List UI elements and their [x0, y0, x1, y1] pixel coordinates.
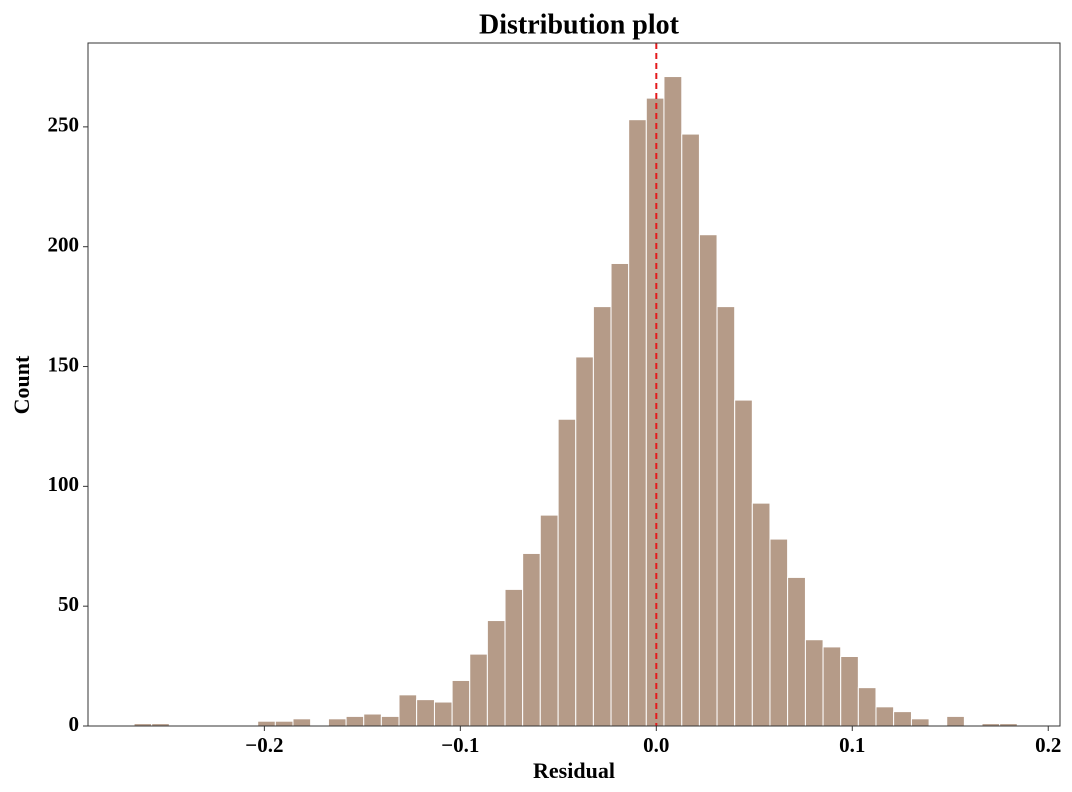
bar — [363, 713, 382, 727]
bar — [522, 552, 541, 727]
bar — [787, 576, 806, 727]
bar — [910, 718, 930, 727]
bar — [380, 715, 400, 727]
bar — [716, 306, 736, 727]
bar — [875, 706, 895, 727]
bar — [539, 514, 559, 727]
bar — [840, 656, 859, 727]
bar — [451, 679, 471, 727]
bar — [751, 502, 771, 727]
plot-frame — [87, 42, 1061, 727]
x-tick-label: −0.1 — [441, 733, 479, 757]
x-tick-label: −0.2 — [245, 733, 283, 757]
bar — [822, 646, 842, 727]
bar — [557, 418, 577, 727]
bar — [663, 76, 683, 727]
bar — [257, 720, 276, 727]
bar — [893, 711, 912, 727]
y-tick-label: 100 — [48, 472, 80, 496]
chart-title: Distribution plot — [479, 9, 680, 40]
bar — [734, 399, 753, 727]
bar — [645, 97, 665, 727]
bar — [292, 718, 312, 727]
bar — [345, 715, 365, 727]
bar — [698, 234, 718, 727]
x-axis-label: Residual — [533, 758, 615, 783]
x-tick-label: 0.2 — [1035, 733, 1061, 757]
bar — [610, 262, 630, 727]
bar — [946, 715, 965, 727]
bar — [804, 639, 824, 727]
bar — [469, 653, 488, 727]
y-tick-label: 150 — [48, 352, 80, 376]
y-tick-label: 200 — [48, 233, 80, 257]
bar — [575, 356, 594, 727]
bar — [416, 699, 435, 727]
bar — [769, 538, 789, 727]
x-tick-label: 0.1 — [839, 733, 865, 757]
bar — [504, 588, 524, 727]
bar — [327, 718, 347, 727]
bar — [592, 306, 612, 727]
y-axis-label: Count — [9, 355, 34, 414]
y-tick-label: 0 — [69, 712, 80, 736]
bar — [274, 720, 294, 727]
y-tick-label: 250 — [48, 113, 80, 137]
x-tick-label: 0.0 — [643, 733, 669, 757]
bar — [433, 701, 453, 727]
bar — [857, 687, 877, 727]
bar — [486, 620, 506, 727]
bar — [398, 694, 418, 727]
bar — [628, 119, 647, 727]
bar — [681, 133, 700, 727]
y-tick-label: 50 — [58, 592, 79, 616]
